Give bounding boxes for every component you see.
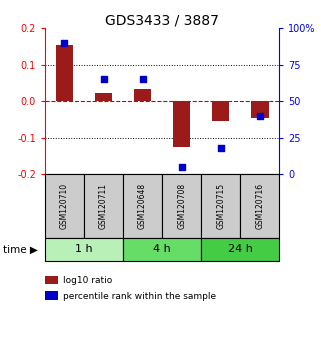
Point	[218, 145, 223, 151]
Text: 1 h: 1 h	[75, 244, 93, 254]
Text: time ▶: time ▶	[3, 244, 38, 254]
Bar	[134, 89, 152, 101]
Point	[140, 76, 145, 82]
Text: GSM120648: GSM120648	[138, 183, 147, 229]
Text: 4 h: 4 h	[153, 244, 171, 254]
Bar	[95, 93, 112, 101]
Bar	[251, 101, 269, 118]
Bar	[45, 174, 84, 238]
Bar	[201, 238, 279, 261]
Bar	[173, 101, 190, 147]
Bar	[240, 174, 279, 238]
Bar	[123, 174, 162, 238]
Bar	[162, 174, 201, 238]
Point	[101, 76, 106, 82]
Bar	[45, 238, 123, 261]
Text: log10 ratio: log10 ratio	[63, 276, 112, 285]
Text: GSM120708: GSM120708	[177, 183, 186, 229]
Text: GSM120716: GSM120716	[255, 183, 264, 229]
Text: GSM120710: GSM120710	[60, 183, 69, 229]
Text: GSM120715: GSM120715	[216, 183, 225, 229]
Bar	[201, 174, 240, 238]
Title: GDS3433 / 3887: GDS3433 / 3887	[105, 13, 219, 27]
Point	[179, 164, 184, 170]
Bar	[123, 238, 201, 261]
Text: GSM120711: GSM120711	[99, 183, 108, 229]
Bar	[56, 45, 73, 101]
Point	[62, 40, 67, 46]
Point	[257, 113, 262, 119]
Text: 24 h: 24 h	[228, 244, 253, 254]
Bar	[84, 174, 123, 238]
Text: percentile rank within the sample: percentile rank within the sample	[63, 292, 216, 301]
Bar	[212, 101, 230, 121]
